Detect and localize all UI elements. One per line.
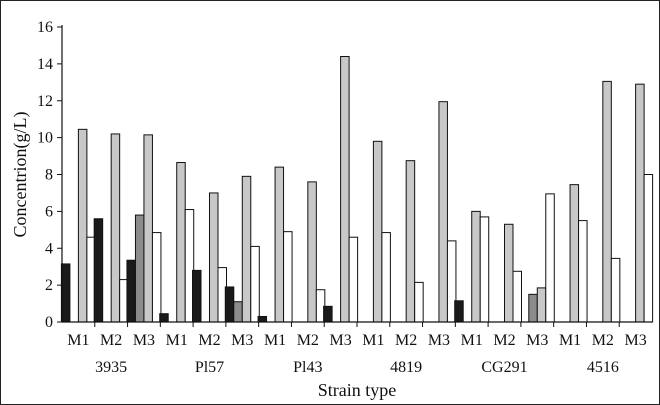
group-label: CG291 — [481, 359, 527, 376]
x-tick-label: M3 — [329, 332, 351, 349]
bar-3935-M3-s4 — [151, 232, 162, 323]
x-tick-label: M3 — [231, 332, 253, 349]
y-axis-title: Concentrion(g/L) — [10, 112, 31, 238]
axes-layer — [57, 25, 652, 327]
labels-layer: 0 2 4 6 8 10 12 14 16 M1 M2 M3 3935 M1 M2 M3 Pl57 M1 M2 M3 P… — [37, 19, 647, 376]
bar-4516-M1-s3 — [569, 184, 580, 323]
bar-4516-M3-s3 — [635, 83, 645, 323]
bar-3935-M3-s3 — [143, 134, 153, 323]
x-tick-label: M3 — [624, 332, 646, 349]
y-tick-label: 14 — [37, 56, 53, 73]
x-tick-label: M1 — [166, 332, 188, 349]
group-label: 4819 — [390, 359, 422, 376]
y-tick-label: 2 — [45, 277, 53, 294]
bar-CG291-M1-s3 — [471, 210, 481, 323]
y-tick-label: 16 — [37, 19, 53, 36]
group-label: 4516 — [587, 359, 619, 376]
bar-Pl57-M2-s3 — [209, 192, 219, 323]
y-tick-label: 10 — [37, 130, 53, 147]
bar-Pl57-M2-s1 — [192, 269, 202, 323]
group-label: Pl57 — [195, 359, 224, 376]
x-tick-label: M2 — [395, 332, 417, 349]
x-tick-label: M2 — [297, 332, 319, 349]
bar-4819-M1-s3 — [372, 140, 383, 323]
bar-CG291-M1-s4 — [479, 216, 490, 323]
x-tick-label: M2 — [592, 332, 614, 349]
bar-4819-M1-s4 — [381, 232, 391, 323]
bar-Pl43-M1-s1 — [257, 315, 268, 323]
x-tick-label: M3 — [526, 332, 548, 349]
x-tick-label: M1 — [559, 332, 581, 349]
y-tick-label: 8 — [45, 167, 53, 184]
bar-CG291-M1-s1 — [454, 300, 464, 323]
x-tick-label: M2 — [198, 332, 220, 349]
bar-CG291-M2-s3 — [504, 223, 514, 323]
y-tick-label: 0 — [45, 314, 53, 331]
bar-Pl43-M3-s1 — [323, 305, 333, 323]
bar-3935-M3-s1 — [126, 259, 136, 323]
bar-3935-M1-s3 — [77, 128, 88, 323]
bar-Pl43-M3-s4 — [348, 236, 359, 323]
bar-Pl43-M2-s3 — [307, 181, 317, 323]
bar-4819-M2-s3 — [405, 160, 416, 323]
bar-4516-M1-s4 — [578, 220, 588, 323]
x-tick-label: M1 — [362, 332, 384, 349]
bar-3935-M3-s2 — [134, 214, 145, 323]
bar-Pl57-M3-s3 — [241, 175, 252, 323]
bar-CG291-M3-s3 — [536, 287, 547, 323]
bar-CG291-M2-s4 — [512, 270, 522, 323]
x-tick-label: M3 — [133, 332, 155, 349]
x-tick-label: M2 — [493, 332, 515, 349]
bar-Pl43-M1-s4 — [283, 231, 293, 323]
y-tick-label: 12 — [37, 93, 53, 110]
bar-Pl57-M1-s3 — [176, 162, 186, 323]
y-tick-label: 4 — [45, 240, 53, 257]
bar-4516-M3-s4 — [643, 174, 654, 323]
bar-3935-M2-s3 — [110, 133, 121, 323]
bar-3935-M1-s1 — [60, 263, 71, 323]
x-tick-label: M2 — [100, 332, 122, 349]
bar-CG291-M3-s4 — [545, 193, 555, 323]
x-tick-label: M1 — [67, 332, 89, 349]
x-tick-label: M3 — [428, 332, 450, 349]
bar-4516-M2-s3 — [602, 80, 612, 323]
bar-4819-M3-s3 — [438, 101, 448, 323]
x-tick-label: M1 — [264, 332, 286, 349]
bar-Pl43-M1-s3 — [274, 166, 285, 323]
bar-3935-M2-s1 — [93, 218, 104, 323]
x-axis-title: Strain type — [318, 380, 397, 400]
bar-Pl57-M3-s4 — [250, 245, 260, 323]
bar-Pl57-M1-s1 — [159, 313, 169, 323]
bar-Pl43-M3-s3 — [340, 56, 350, 323]
x-tick-label: M1 — [461, 332, 483, 349]
bar-Pl57-M3-s1 — [224, 286, 235, 323]
bar-4819-M2-s4 — [414, 281, 424, 323]
bar-4516-M2-s4 — [610, 257, 621, 323]
y-tick-label: 6 — [45, 203, 53, 220]
bar-CG291-M3-s2 — [528, 293, 538, 323]
bar-Pl57-M3-s2 — [233, 301, 243, 323]
group-label: Pl43 — [293, 359, 322, 376]
group-label: 3935 — [95, 359, 127, 376]
